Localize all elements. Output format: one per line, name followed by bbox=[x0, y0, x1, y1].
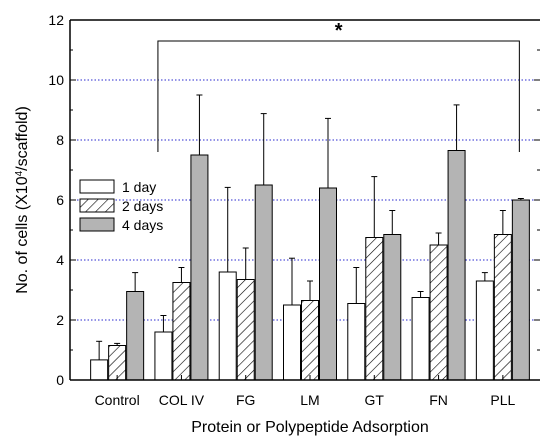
x-tick-label: FG bbox=[236, 392, 255, 408]
legend-label: 4 days bbox=[122, 217, 163, 233]
bar bbox=[447, 150, 466, 381]
bar bbox=[126, 291, 145, 381]
tick-labels: 0 2 4 6 8 10 12 Control COL IV FG LM GT FN PLL bbox=[48, 12, 515, 408]
bar bbox=[475, 280, 494, 381]
x-axis-title: Protein or Polypeptide Adsorption bbox=[191, 419, 428, 436]
bar bbox=[511, 199, 530, 381]
bar bbox=[190, 154, 209, 381]
y-tick-label: 4 bbox=[56, 252, 64, 268]
x-tick-label: LM bbox=[300, 392, 319, 408]
bar bbox=[236, 279, 255, 381]
bar bbox=[411, 297, 430, 381]
bar bbox=[493, 234, 512, 381]
y-tick-label: 12 bbox=[48, 12, 64, 28]
x-tick-label: GT bbox=[365, 392, 385, 408]
y-tick-label: 2 bbox=[56, 312, 64, 328]
y-tick-label: 8 bbox=[56, 132, 64, 148]
x-tick-label: COL IV bbox=[159, 392, 205, 408]
y-tick-label: 6 bbox=[56, 192, 64, 208]
x-tick-label: FN bbox=[429, 392, 448, 408]
y-axis-title-exponent: 4 bbox=[14, 170, 25, 176]
legend-swatch bbox=[79, 217, 115, 232]
x-tick-label: Control bbox=[95, 392, 140, 408]
legend: 1 day 2 days 4 days bbox=[79, 179, 163, 233]
legend-swatch bbox=[79, 179, 115, 194]
bar bbox=[365, 237, 384, 381]
bar bbox=[108, 345, 127, 381]
bar bbox=[301, 300, 319, 381]
significance-star: * bbox=[335, 20, 343, 42]
significance-annotation: * bbox=[157, 20, 520, 152]
bar bbox=[283, 304, 301, 381]
y-axis-title-prefix: No. of cells (X10 bbox=[14, 176, 31, 293]
bar bbox=[172, 282, 191, 381]
legend-swatch bbox=[79, 198, 115, 213]
y-tick-label: 10 bbox=[48, 72, 64, 88]
y-tick-label: 0 bbox=[56, 372, 64, 388]
axes bbox=[69, 19, 540, 381]
y-axis-title-suffix: /scaffold) bbox=[14, 106, 31, 171]
bar bbox=[154, 331, 173, 381]
bar bbox=[254, 184, 273, 381]
significance-bracket bbox=[157, 40, 520, 152]
bar bbox=[90, 359, 109, 381]
bar bbox=[429, 244, 448, 381]
bar bbox=[319, 187, 337, 381]
legend-label: 2 days bbox=[122, 198, 163, 214]
x-tick-label: PLL bbox=[490, 392, 515, 408]
bar bbox=[218, 271, 237, 381]
y-axis-title: No. of cells (X104/scaffold) bbox=[14, 106, 32, 294]
bars bbox=[90, 94, 530, 381]
legend-label: 1 day bbox=[122, 179, 156, 195]
bar bbox=[383, 234, 402, 381]
bar bbox=[347, 303, 366, 381]
